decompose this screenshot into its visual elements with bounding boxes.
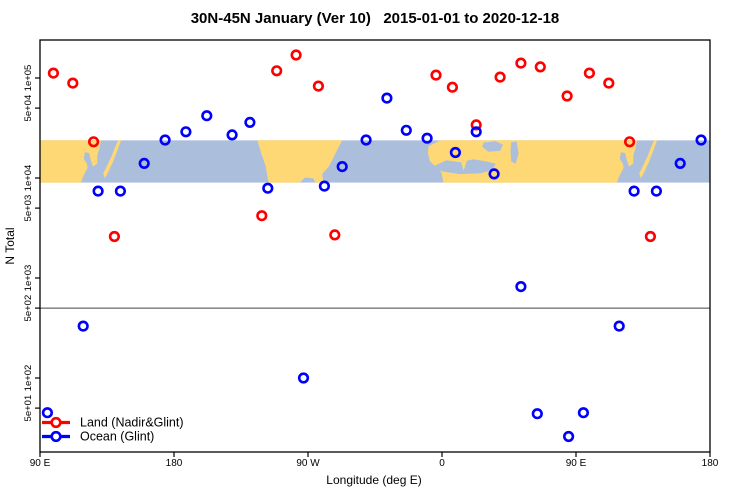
x-tick-label: 180 — [702, 458, 719, 469]
data-point — [470, 119, 482, 131]
data-point — [446, 81, 459, 93]
x-axis-title: Longitude (deg E) — [326, 473, 421, 487]
data-points — [41, 49, 707, 443]
data-point — [674, 157, 686, 169]
plot-border — [39, 39, 711, 453]
data-point — [534, 61, 546, 73]
data-point — [561, 90, 573, 102]
chart-title: 30N-45N January (Ver 10) 2015-01-01 to 2… — [191, 10, 560, 27]
map-land — [103, 140, 122, 179]
x-tick-label: 180 — [166, 458, 183, 469]
data-point — [138, 157, 150, 169]
data-point — [180, 126, 192, 138]
world-map-band — [40, 140, 710, 183]
data-point — [562, 430, 575, 443]
data-point — [650, 185, 663, 197]
data-point — [623, 136, 636, 148]
data-point — [67, 77, 79, 89]
data-point — [108, 230, 120, 243]
y-tick-label: 5e+02 — [23, 295, 34, 322]
x-tick-label: 0 — [439, 458, 445, 469]
data-point — [515, 57, 527, 69]
y-tick-label: 5e+03 — [23, 195, 34, 222]
y-tick-label: 1e+03 — [23, 265, 34, 292]
y-tick-label: 1e+02 — [23, 365, 34, 392]
data-point — [494, 71, 506, 83]
data-point — [603, 77, 615, 89]
data-point — [318, 180, 331, 192]
data-point — [290, 49, 302, 61]
data-point — [329, 229, 341, 241]
data-point — [159, 134, 171, 146]
data-point — [336, 161, 348, 173]
legend-ocean-marker-icon — [50, 430, 62, 443]
data-point — [201, 110, 213, 122]
data-point — [312, 80, 325, 92]
legend: Land (Nadir&Glint) Ocean (Glint) — [42, 416, 184, 444]
map-land — [40, 140, 101, 183]
map-sea — [482, 141, 503, 152]
legend-ocean-label: Ocean (Glint) — [80, 430, 154, 444]
data-point — [695, 134, 707, 146]
data-point — [297, 372, 310, 384]
data-point — [449, 146, 462, 159]
x-tick-label: 90 E — [30, 458, 51, 469]
data-point — [226, 129, 238, 141]
data-point — [531, 408, 543, 420]
data-point — [430, 69, 442, 81]
data-point — [613, 320, 625, 332]
data-point — [41, 407, 54, 419]
data-point — [244, 116, 256, 128]
data-point — [77, 320, 89, 332]
data-point — [92, 185, 104, 197]
x-tick-label: 90 W — [296, 458, 320, 469]
data-point — [87, 136, 100, 148]
map-land — [459, 158, 468, 171]
map-sea — [434, 159, 496, 175]
data-point — [47, 67, 60, 79]
map-land — [639, 140, 658, 179]
data-point — [421, 132, 433, 144]
data-point — [577, 407, 590, 419]
data-point — [470, 126, 482, 138]
data-point — [262, 182, 274, 194]
data-point — [271, 65, 283, 77]
plot-frame — [39, 39, 711, 453]
legend-land-label: Land (Nadir&Glint) — [80, 416, 184, 430]
legend-land-marker-icon — [50, 416, 62, 429]
y-tick-label: 5e+04 — [23, 95, 34, 122]
y-tick-label: 1e+04 — [23, 165, 34, 192]
data-point — [515, 281, 527, 293]
data-point — [256, 210, 268, 222]
data-point — [628, 185, 640, 197]
data-point — [360, 134, 372, 146]
y-tick-label: 5e+01 — [23, 395, 34, 422]
data-point — [400, 124, 412, 136]
data-point — [583, 67, 596, 79]
y-axis-title: N Total — [3, 227, 17, 264]
axes: 90 E 180 90 W 0 90 E 180 1e+05 5e+04 1e+04 5e+03 1… — [23, 65, 719, 469]
data-point — [381, 92, 393, 104]
x-tick-label: 90 E — [566, 458, 587, 469]
data-point — [644, 230, 657, 243]
y-tick-label: 1e+05 — [23, 65, 34, 92]
data-point — [114, 185, 126, 197]
map-land — [257, 140, 343, 183]
data-point — [488, 168, 500, 180]
map-sea — [510, 141, 519, 164]
map-land — [576, 140, 637, 183]
